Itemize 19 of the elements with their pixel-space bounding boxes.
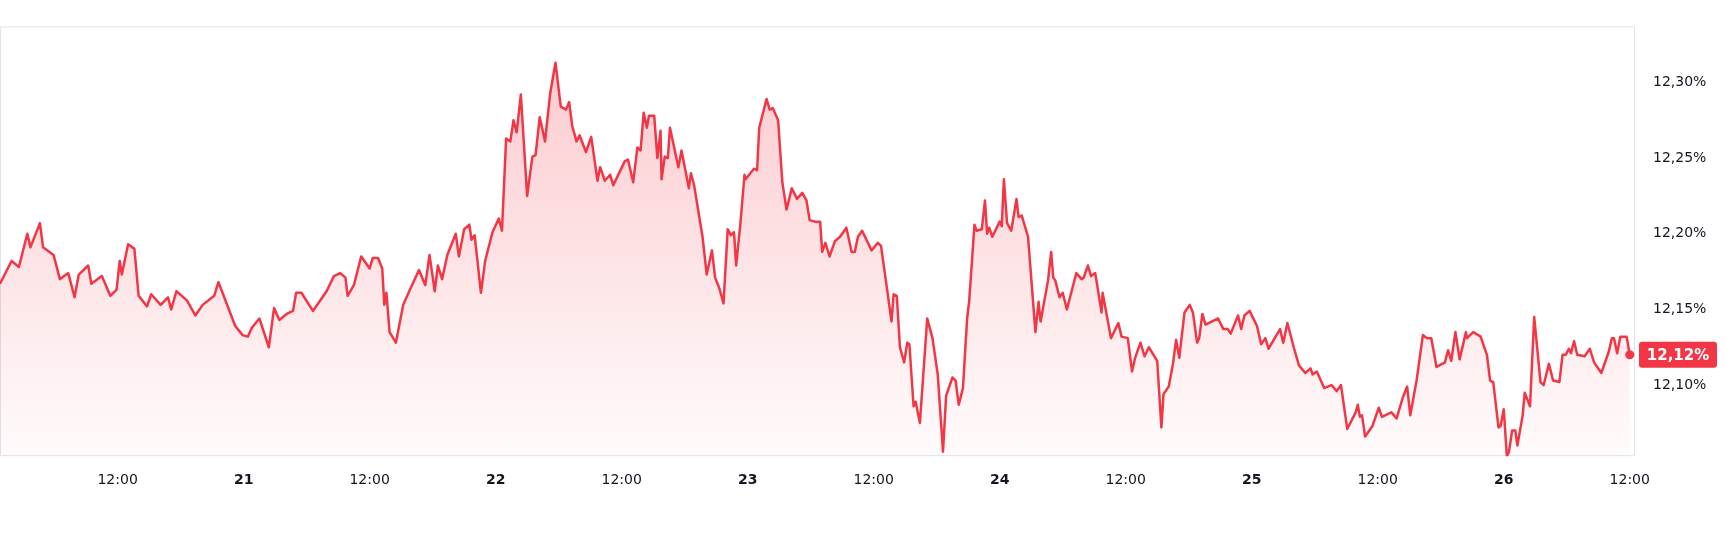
- x-tick-label: 12:00: [1357, 471, 1398, 488]
- x-tick-label: 12:00: [853, 471, 894, 488]
- x-tick-label: 12:00: [601, 471, 642, 488]
- x-tick-label: 25: [1241, 471, 1262, 488]
- x-tick-label: 12:00: [349, 471, 390, 488]
- y-tick-label: 12,30%: [1653, 73, 1707, 90]
- y-tick-label: 12,25%: [1653, 148, 1707, 165]
- y-tick-label: 12,10%: [1653, 375, 1707, 392]
- x-tick-label: 22: [485, 471, 506, 488]
- x-tick-label: 12:00: [1105, 471, 1146, 488]
- x-tick-label: 23: [737, 471, 758, 488]
- x-tick-label: 12:00: [97, 471, 138, 488]
- x-tick-label: 26: [1494, 471, 1514, 488]
- x-tick-label: 21: [233, 471, 254, 488]
- y-tick-label: 12,20%: [1653, 224, 1707, 241]
- x-tick-label: 12:00: [1609, 471, 1650, 488]
- x-tick-label: 24: [989, 471, 1010, 488]
- annotation: 12,12%: [1646, 345, 1710, 364]
- y-tick-label: 12,15%: [1653, 300, 1707, 317]
